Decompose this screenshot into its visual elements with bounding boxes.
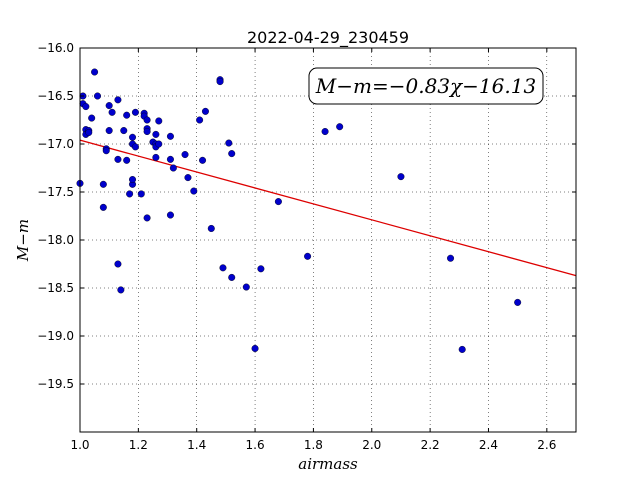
data-point — [105, 102, 113, 110]
data-point — [228, 150, 236, 158]
data-point — [201, 107, 209, 115]
data-point — [152, 153, 160, 161]
y-tick-label: −16.5 — [37, 89, 74, 103]
y-tick-label: −18.5 — [37, 281, 74, 295]
data-point — [199, 156, 207, 164]
data-point — [190, 187, 198, 195]
y-tick-label: −19.0 — [37, 329, 74, 343]
data-point — [131, 143, 139, 151]
data-point — [169, 164, 177, 172]
x-tick-label: 2.6 — [537, 438, 556, 452]
x-axis-label: airmass — [298, 455, 358, 473]
x-tick-label: 1.6 — [246, 438, 265, 452]
fit-line-group — [79, 139, 577, 277]
y-tick-label: −19.5 — [37, 377, 74, 391]
data-point — [321, 128, 329, 136]
data-point — [257, 265, 265, 273]
y-tick-label: −16.0 — [37, 41, 74, 55]
data-point — [242, 283, 250, 291]
fit-annotation: M−m=−0.83χ−16.13 — [308, 67, 544, 105]
data-point — [114, 260, 122, 268]
data-point — [155, 117, 163, 125]
data-point — [114, 96, 122, 104]
x-tick-label: 2.0 — [362, 438, 381, 452]
data-point — [143, 128, 151, 136]
data-point — [219, 264, 227, 272]
x-tick-label: 1.8 — [304, 438, 323, 452]
data-point — [447, 254, 455, 262]
data-point — [129, 133, 137, 141]
y-tick-label: −17.5 — [37, 185, 74, 199]
axis-ticks: 1.0 1.2 1.4 1.6 1.8 2.0 2.2 2.4 2.6 −16.0 −16.5 −17… — [37, 41, 576, 452]
data-point — [155, 140, 163, 148]
x-tick-label: 1.2 — [129, 438, 148, 452]
data-point — [181, 151, 189, 159]
data-point — [184, 174, 192, 182]
data-point — [274, 198, 282, 206]
data-point — [514, 298, 522, 306]
data-point — [123, 111, 131, 119]
x-tick-label: 2.4 — [479, 438, 498, 452]
data-point — [123, 156, 131, 164]
data-point — [94, 92, 102, 100]
data-point — [166, 211, 174, 219]
data-point — [304, 252, 312, 260]
data-point — [102, 147, 110, 155]
data-point — [117, 286, 125, 294]
data-point — [131, 108, 139, 116]
data-point — [91, 68, 99, 76]
data-point — [336, 123, 344, 131]
data-point — [228, 273, 236, 281]
data-point — [458, 345, 466, 353]
data-point — [120, 127, 128, 135]
data-point — [143, 116, 151, 124]
data-point — [196, 116, 204, 124]
data-point — [251, 344, 259, 352]
data-point — [152, 130, 160, 138]
data-point — [82, 103, 90, 111]
data-point — [216, 78, 224, 86]
x-tick-label: 1.0 — [70, 438, 89, 452]
data-point — [99, 180, 107, 188]
data-point — [137, 190, 145, 198]
grid-lines — [80, 48, 576, 432]
scatter-points — [76, 68, 522, 353]
data-point — [397, 173, 405, 181]
data-point — [166, 155, 174, 163]
x-tick-label: 2.2 — [421, 438, 440, 452]
annotation-box — [308, 67, 544, 105]
fit-line — [79, 139, 577, 277]
data-point — [225, 139, 233, 147]
data-point — [166, 132, 174, 140]
y-tick-label: −18.0 — [37, 233, 74, 247]
y-tick-label: −17.0 — [37, 137, 74, 151]
y-axis-label: M−m — [14, 219, 32, 262]
chart-title: 2022-04-29_230459 — [247, 28, 409, 48]
data-point — [88, 114, 96, 122]
data-point — [99, 203, 107, 211]
data-point — [207, 224, 215, 232]
data-point — [105, 127, 113, 135]
data-point — [126, 190, 134, 198]
data-point — [143, 214, 151, 222]
annotation-text: M−m=−0.83χ−16.13 — [315, 74, 536, 98]
data-point — [114, 155, 122, 163]
data-point — [85, 128, 93, 136]
x-tick-label: 1.4 — [187, 438, 206, 452]
data-point — [129, 176, 137, 184]
data-point — [108, 108, 116, 116]
